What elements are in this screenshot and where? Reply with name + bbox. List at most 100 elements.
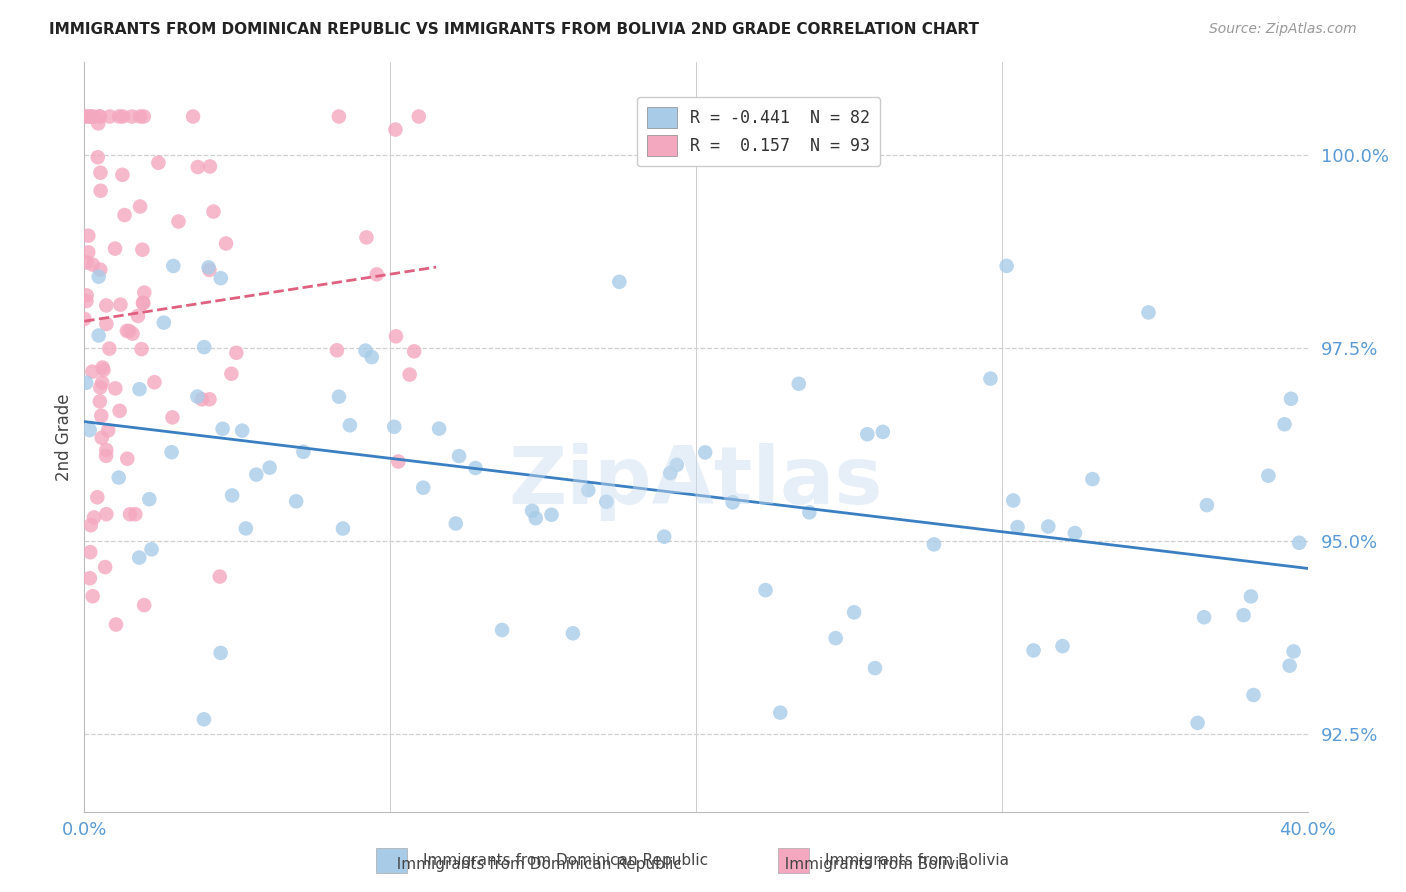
Point — [79, 110, 101, 124]
Point — [82, 258, 104, 272]
Point — [444, 516, 467, 531]
Point — [595, 494, 617, 508]
Point — [94, 560, 117, 574]
Point — [87, 116, 110, 130]
Point — [245, 467, 267, 482]
FancyBboxPatch shape — [779, 848, 810, 873]
Point — [326, 343, 349, 358]
Point — [1022, 643, 1045, 657]
Point — [82, 589, 104, 603]
Point — [117, 451, 139, 466]
Point — [73, 110, 96, 124]
Point — [128, 550, 150, 565]
Point — [79, 423, 101, 437]
Point — [132, 110, 155, 124]
Point — [96, 443, 118, 458]
Y-axis label: 2nd Grade: 2nd Grade — [55, 393, 73, 481]
Point — [94, 449, 117, 463]
Point — [769, 706, 792, 720]
Text: ZipAtlas: ZipAtlas — [509, 443, 883, 521]
Point — [193, 712, 215, 726]
Text: Immigrants from Dominican Republic: Immigrants from Dominican Republic — [422, 854, 707, 868]
Text: Immigrants from Dominican Republic: Immigrants from Dominican Republic — [387, 857, 682, 872]
Point — [387, 454, 409, 468]
Point — [721, 495, 744, 509]
Point — [87, 150, 110, 164]
Point — [1233, 608, 1256, 623]
Point — [408, 110, 430, 124]
Text: Source: ZipAtlas.com: Source: ZipAtlas.com — [1209, 22, 1357, 37]
Point — [167, 214, 190, 228]
Point — [73, 311, 96, 326]
Point — [1064, 526, 1087, 541]
Legend: R = -0.441  N = 82, R =  0.157  N = 93: R = -0.441 N = 82, R = 0.157 N = 93 — [637, 97, 880, 167]
Point — [1278, 658, 1301, 673]
Point — [1240, 590, 1263, 604]
Point — [412, 481, 434, 495]
Point — [799, 505, 821, 519]
Point — [90, 431, 112, 445]
Point — [89, 394, 111, 409]
Point — [824, 631, 846, 645]
Point — [132, 296, 155, 310]
Point — [366, 268, 388, 282]
Point — [235, 521, 257, 535]
Point — [129, 200, 152, 214]
Point — [1137, 305, 1160, 319]
Point — [111, 168, 134, 182]
Point — [121, 326, 143, 341]
Point — [356, 230, 378, 244]
Point — [143, 375, 166, 389]
Point — [427, 422, 450, 436]
Point — [995, 259, 1018, 273]
Point — [360, 350, 382, 364]
Point — [259, 460, 281, 475]
Point — [225, 345, 247, 359]
Point — [90, 184, 112, 198]
Point — [398, 368, 420, 382]
Point — [134, 285, 156, 300]
Point — [162, 259, 184, 273]
Point — [842, 605, 865, 619]
Point — [76, 110, 98, 124]
Point — [1007, 520, 1029, 534]
Point — [181, 110, 204, 124]
Point — [209, 646, 232, 660]
Point — [385, 329, 408, 343]
Point — [87, 269, 110, 284]
Point — [91, 360, 114, 375]
Point — [339, 418, 361, 433]
Point — [524, 511, 547, 525]
Point — [82, 365, 104, 379]
Point — [695, 445, 717, 459]
Point — [231, 424, 253, 438]
Point — [922, 537, 945, 551]
Point — [1038, 519, 1060, 533]
Point — [202, 204, 225, 219]
Point — [198, 160, 221, 174]
Point — [186, 390, 208, 404]
Point — [115, 324, 138, 338]
Point — [90, 409, 112, 423]
Point — [79, 110, 101, 124]
Point — [131, 342, 153, 356]
Point — [89, 110, 111, 124]
Point — [328, 390, 350, 404]
Point — [128, 382, 150, 396]
Point — [132, 295, 155, 310]
Point — [153, 316, 176, 330]
Point — [76, 288, 98, 302]
Point — [221, 488, 243, 502]
Point — [1187, 715, 1209, 730]
Point — [79, 571, 101, 585]
Point — [447, 449, 470, 463]
Point — [131, 243, 153, 257]
Point — [98, 342, 121, 356]
Point — [86, 490, 108, 504]
Point — [382, 419, 405, 434]
Point — [77, 228, 100, 243]
Point — [83, 510, 105, 524]
Point — [491, 623, 513, 637]
Point — [209, 271, 232, 285]
Point — [76, 255, 98, 269]
